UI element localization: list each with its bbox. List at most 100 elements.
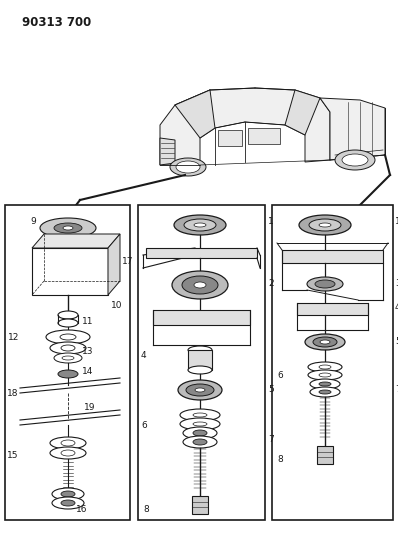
Text: 1: 1 — [268, 217, 274, 227]
Bar — [5, 205, 130, 520]
Text: 6: 6 — [277, 370, 283, 379]
Ellipse shape — [194, 282, 206, 288]
Ellipse shape — [182, 276, 218, 294]
Polygon shape — [282, 250, 383, 263]
Text: 7: 7 — [268, 435, 274, 445]
Ellipse shape — [172, 271, 228, 299]
Bar — [317, 446, 333, 464]
Polygon shape — [160, 88, 330, 165]
Ellipse shape — [184, 219, 216, 231]
Bar — [272, 205, 393, 520]
Bar — [138, 205, 265, 520]
Ellipse shape — [60, 334, 76, 340]
Text: 12: 12 — [8, 333, 20, 342]
Ellipse shape — [309, 219, 341, 231]
Ellipse shape — [319, 365, 331, 369]
Text: 1: 1 — [395, 217, 398, 227]
Bar — [218, 130, 242, 146]
Text: 17: 17 — [122, 257, 133, 266]
Bar — [192, 496, 208, 514]
Ellipse shape — [50, 437, 86, 449]
Ellipse shape — [193, 413, 207, 417]
Polygon shape — [175, 90, 215, 138]
Ellipse shape — [307, 277, 343, 291]
Text: 90313 700: 90313 700 — [22, 16, 91, 29]
Text: 2: 2 — [268, 279, 274, 288]
Bar — [188, 350, 212, 370]
Polygon shape — [297, 303, 368, 315]
Ellipse shape — [61, 450, 75, 456]
Ellipse shape — [315, 280, 335, 288]
Text: 19: 19 — [84, 403, 96, 413]
Ellipse shape — [193, 430, 207, 436]
Polygon shape — [153, 310, 250, 325]
Ellipse shape — [52, 497, 84, 509]
Text: 15: 15 — [7, 450, 18, 459]
Text: 18: 18 — [7, 389, 18, 398]
Ellipse shape — [193, 422, 207, 426]
Ellipse shape — [319, 382, 331, 386]
Polygon shape — [320, 98, 385, 160]
Text: 16: 16 — [76, 505, 88, 514]
Ellipse shape — [50, 447, 86, 459]
Text: 5: 5 — [395, 337, 398, 346]
Ellipse shape — [54, 223, 82, 233]
Ellipse shape — [61, 440, 75, 446]
Ellipse shape — [176, 161, 200, 173]
Ellipse shape — [52, 488, 84, 500]
Bar — [32, 248, 108, 295]
Ellipse shape — [308, 370, 342, 380]
Ellipse shape — [308, 362, 342, 372]
Ellipse shape — [183, 427, 217, 439]
Ellipse shape — [46, 330, 90, 344]
Ellipse shape — [61, 500, 75, 506]
Ellipse shape — [299, 215, 351, 235]
Text: 8: 8 — [143, 505, 149, 514]
Ellipse shape — [58, 319, 78, 327]
Polygon shape — [285, 90, 320, 135]
Ellipse shape — [320, 340, 330, 344]
Ellipse shape — [174, 215, 226, 235]
Ellipse shape — [310, 379, 340, 389]
Ellipse shape — [178, 380, 222, 400]
Text: 10: 10 — [111, 301, 123, 310]
Bar — [248, 128, 280, 144]
Ellipse shape — [319, 373, 331, 377]
Ellipse shape — [40, 218, 96, 238]
Text: 4: 4 — [141, 351, 146, 359]
Ellipse shape — [193, 439, 207, 445]
Ellipse shape — [50, 342, 86, 354]
Ellipse shape — [58, 370, 78, 378]
Ellipse shape — [319, 223, 331, 227]
Ellipse shape — [61, 345, 75, 351]
Ellipse shape — [195, 388, 205, 392]
Ellipse shape — [188, 346, 212, 354]
Text: 9: 9 — [30, 217, 36, 227]
Ellipse shape — [342, 154, 368, 166]
Ellipse shape — [183, 436, 217, 448]
Polygon shape — [146, 248, 257, 258]
Text: 14: 14 — [82, 367, 94, 376]
Text: 7: 7 — [395, 385, 398, 394]
Ellipse shape — [180, 409, 220, 421]
Ellipse shape — [194, 223, 206, 227]
Text: 8: 8 — [277, 456, 283, 464]
Text: 5: 5 — [268, 385, 274, 394]
Polygon shape — [160, 138, 175, 165]
Ellipse shape — [170, 158, 206, 176]
Ellipse shape — [335, 150, 375, 170]
Ellipse shape — [305, 334, 345, 350]
Ellipse shape — [188, 366, 212, 374]
Ellipse shape — [61, 491, 75, 497]
Ellipse shape — [186, 384, 214, 396]
Text: 6: 6 — [141, 421, 147, 430]
Ellipse shape — [62, 356, 74, 360]
Polygon shape — [108, 234, 120, 295]
Ellipse shape — [180, 418, 220, 430]
Ellipse shape — [319, 390, 331, 394]
Ellipse shape — [310, 387, 340, 397]
Ellipse shape — [54, 353, 82, 363]
Text: 13: 13 — [82, 348, 94, 357]
Text: 4: 4 — [395, 303, 398, 312]
Ellipse shape — [58, 311, 78, 319]
